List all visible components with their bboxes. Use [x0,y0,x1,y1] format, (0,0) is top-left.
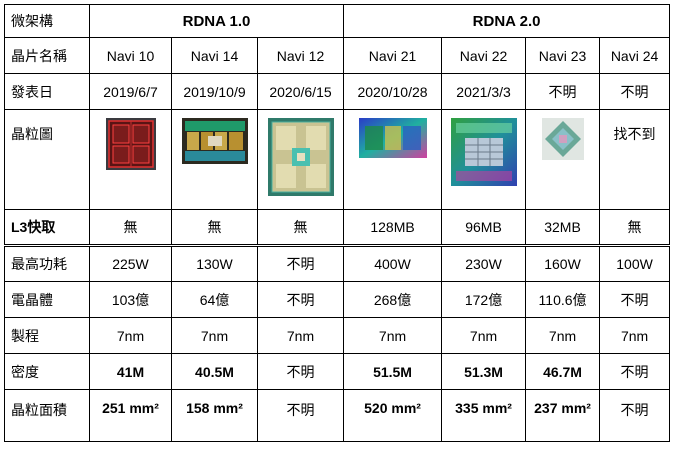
die-area: 520 mm² [343,389,443,442]
die-area: 237 mm² [525,389,601,442]
transistor-count: 172億 [441,281,527,318]
transistor-count: 不明 [256,281,345,318]
chip-name: Navi 24 [599,37,671,74]
chip-name: Navi 23 [525,37,601,74]
die-area: 158 mm² [171,389,258,442]
die-image-navi12 [267,118,334,196]
row-label-l3: L3快取 [4,209,90,247]
l3-cache: 無 [89,209,172,247]
chip-name: Navi 14 [171,37,258,74]
max-power: 不明 [256,245,345,282]
die-area: 251 mm² [89,389,172,442]
die-photo-navi24: 找不到 [599,109,671,210]
die-photo-navi10 [89,109,172,210]
transistor-density: 41M [89,353,172,390]
row-label-process: 製程 [4,317,90,354]
process-node: 7nm [525,317,601,354]
die-area: 不明 [599,389,671,442]
l3-cache: 無 [256,209,345,247]
transistor-density: 51.3M [441,353,527,390]
die-photo-navi23 [525,109,601,210]
max-power: 160W [525,245,601,282]
group-header-rdna2: RDNA 2.0 [343,4,671,38]
process-node: 7nm [171,317,258,354]
release-date: 2019/6/7 [89,73,172,110]
transistor-density: 不明 [599,353,671,390]
max-power: 130W [171,245,258,282]
die-area: 335 mm² [441,389,527,442]
die-photo-navi14 [171,109,258,210]
row-label-die: 晶粒圖 [4,109,90,210]
release-date: 不明 [599,73,671,110]
die-photo-navi12 [256,109,345,210]
die-photo-navi21 [343,109,443,210]
release-date: 不明 [525,73,601,110]
max-power: 225W [89,245,172,282]
transistor-density: 不明 [256,353,345,390]
l3-cache: 無 [599,209,671,247]
row-label-transistors: 電晶體 [4,281,90,318]
process-node: 7nm [599,317,671,354]
die-area: 不明 [256,389,345,442]
chip-name: Navi 12 [256,37,345,74]
die-photo-navi22 [441,109,527,210]
l3-cache: 96MB [441,209,527,247]
release-date: 2021/3/3 [441,73,527,110]
group-header-rdna1: RDNA 1.0 [88,4,345,38]
transistor-count: 不明 [599,281,671,318]
die-image-navi23 [541,118,584,160]
transistor-density: 46.7M [525,353,601,390]
die-image-navi22 [450,118,517,186]
process-node: 7nm [256,317,345,354]
die-image-navi14 [181,118,248,164]
die-image-navi10 [105,118,156,170]
max-power: 230W [441,245,527,282]
max-power: 400W [343,245,443,282]
l3-cache: 128MB [343,209,443,247]
row-label-date: 發表日 [4,73,90,110]
gpu-comparison-table: 微架構 RDNA 1.0 RDNA 2.0 晶片名稱 Navi 10 Navi … [4,4,671,442]
transistor-count: 268億 [343,281,443,318]
transistor-density: 40.5M [171,353,258,390]
l3-cache: 無 [171,209,258,247]
process-node: 7nm [89,317,172,354]
row-label-density: 密度 [4,353,90,390]
chip-name: Navi 22 [441,37,527,74]
chip-name: Navi 10 [89,37,172,74]
release-date: 2020/6/15 [256,73,345,110]
max-power: 100W [599,245,671,282]
row-label-power: 最高功耗 [4,245,90,282]
row-label-chip: 晶片名稱 [4,37,90,74]
process-node: 7nm [441,317,527,354]
release-date: 2019/10/9 [171,73,258,110]
transistor-count: 110.6億 [525,281,601,318]
corner-header: 微架構 [4,4,90,38]
process-node: 7nm [343,317,443,354]
die-image-navi21 [358,118,427,158]
l3-cache: 32MB [525,209,601,247]
row-label-area: 晶粒面積 [4,389,90,442]
transistor-density: 51.5M [343,353,443,390]
release-date: 2020/10/28 [343,73,443,110]
transistor-count: 64億 [171,281,258,318]
chip-name: Navi 21 [343,37,443,74]
transistor-count: 103億 [89,281,172,318]
